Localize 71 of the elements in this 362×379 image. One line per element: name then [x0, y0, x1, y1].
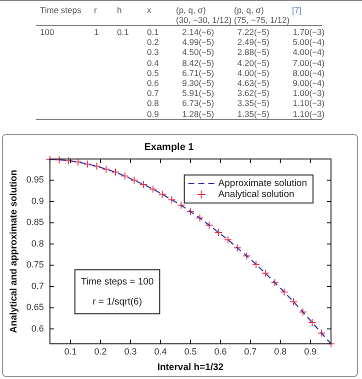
annotation: Time steps = 100: [80, 276, 154, 288]
point: [168, 196, 176, 204]
text: 0.9 1.28(−5) 1.35(−5) 1.10(−3): [147, 108, 325, 119]
point: [140, 180, 148, 188]
text: 0.8 6.73(−5) 3.35(−5) 1.10(−3): [147, 98, 325, 108]
point: [158, 190, 166, 198]
chart-title: Example 1: [144, 142, 194, 153]
point: [318, 329, 326, 338]
text: 0.1: [117, 27, 129, 37]
x-tick-label: 0.2: [94, 346, 107, 357]
line-series: [49, 158, 332, 344]
point: [64, 156, 73, 165]
y-tick-label: 0.8: [31, 238, 44, 248]
text: [7]: [292, 5, 302, 15]
text: Time steps: [40, 5, 82, 15]
y-tick-label: 0.85: [26, 217, 44, 228]
text: 0.5 6.71(−5) 4.00(−5) 8.00(−4): [147, 68, 325, 78]
y-tick-label: 0.9: [31, 196, 44, 206]
legend-label: Analytical solution: [218, 189, 294, 200]
point: [148, 185, 157, 194]
point: [196, 214, 204, 222]
legend-label: Approximate solution: [218, 178, 308, 190]
point: [177, 201, 186, 210]
point: [130, 176, 138, 184]
y-axis-title: Analytical and approximate solution: [8, 170, 20, 333]
point: [308, 318, 316, 327]
point: [92, 162, 101, 170]
text: 0.6 9.30(−5) 4.63(−5) 9.00(−4): [147, 78, 325, 88]
x-axis-title: Interval h=1/32: [157, 362, 224, 373]
text: 0.1 2.14(−6) 7.22(−5) 1.70(−3): [147, 27, 325, 37]
point: [224, 236, 232, 244]
y-tick-label: 0.7: [31, 280, 44, 291]
text: x: [147, 5, 152, 15]
text: (p, q, σ) (75, −75, 1/12): [234, 5, 290, 25]
x-tick-label: 0.8: [274, 346, 287, 357]
point: [252, 260, 260, 268]
point: [270, 278, 279, 287]
text: h: [117, 5, 122, 15]
x-tick-label: 0.6: [214, 346, 227, 357]
x-tick-label: 0.7: [244, 346, 257, 357]
y-tick-label: 0.65: [26, 302, 44, 312]
point: [290, 298, 298, 306]
point: [186, 208, 194, 216]
y-tick-label: 0.95: [26, 174, 44, 185]
text: 0.3 4.50(−5) 2.88(−5) 4.00(−4): [147, 47, 325, 58]
x-tick-label: 0.3: [124, 346, 137, 357]
point: [233, 244, 242, 252]
point: [298, 308, 307, 316]
x-tick-label: 0.5: [184, 346, 197, 357]
x-tick-label: 0.1: [64, 346, 77, 357]
y-tick-label: 0.6: [31, 323, 44, 334]
text: 1: [94, 27, 99, 37]
text: 0.2 4.99(−5) 2.49(−5) 5.00(−4): [147, 37, 325, 48]
y-tick-label: 0.75: [26, 260, 44, 270]
point: [280, 288, 288, 296]
point: [112, 168, 120, 176]
point: [102, 165, 110, 174]
point: [83, 160, 92, 168]
point: [205, 221, 214, 230]
text: (p, q, σ) (30, −30, 1/12): [176, 5, 232, 25]
text: 0.7 5.91(−5) 3.62(−5) 1.00(−3): [147, 88, 325, 98]
text: r: [94, 5, 97, 15]
point: [261, 269, 270, 278]
point: [214, 228, 223, 236]
x-tick-label: 0.4: [154, 346, 167, 357]
text: 100: [40, 27, 54, 37]
point: [120, 172, 129, 180]
annotation: r = 1/sqrt(6): [92, 296, 142, 308]
x-tick-label: 0.9: [304, 346, 317, 357]
point: [242, 252, 251, 260]
text: 0.4 8.42(−5) 4.20(−5) 7.00(−4): [147, 58, 325, 68]
